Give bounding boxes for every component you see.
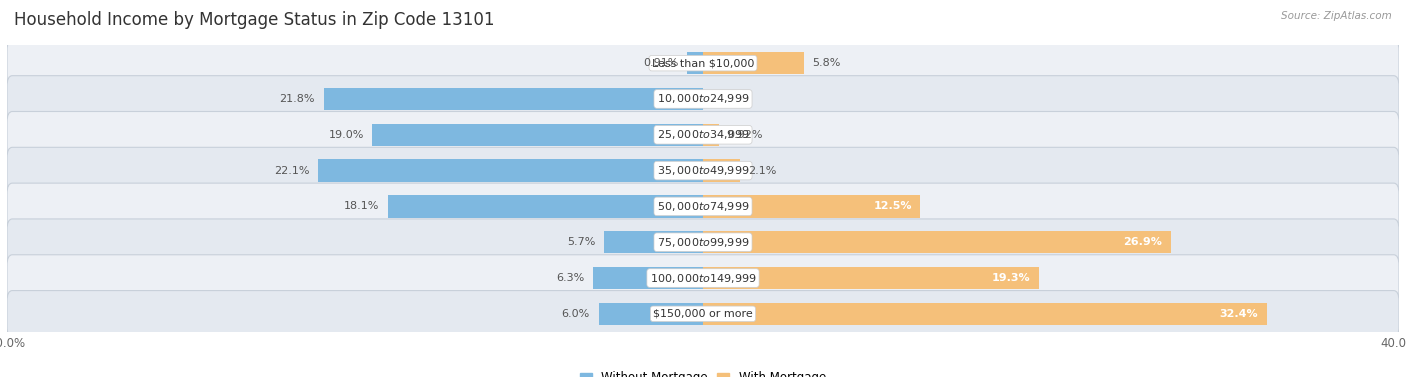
Text: 5.8%: 5.8%	[813, 58, 841, 68]
Text: 12.5%: 12.5%	[873, 201, 912, 211]
Text: $10,000 to $24,999: $10,000 to $24,999	[657, 92, 749, 106]
Text: $75,000 to $99,999: $75,000 to $99,999	[657, 236, 749, 249]
Bar	[373, 124, 703, 146]
FancyBboxPatch shape	[7, 291, 1399, 337]
Text: 0.91%: 0.91%	[643, 58, 679, 68]
Text: 26.9%: 26.9%	[1123, 237, 1163, 247]
Text: Less than $10,000: Less than $10,000	[652, 58, 754, 68]
Legend: Without Mortgage, With Mortgage: Without Mortgage, With Mortgage	[575, 366, 831, 377]
Text: $100,000 to $149,999: $100,000 to $149,999	[650, 271, 756, 285]
FancyBboxPatch shape	[7, 76, 1399, 122]
Text: 19.3%: 19.3%	[991, 273, 1031, 283]
Text: Household Income by Mortgage Status in Zip Code 13101: Household Income by Mortgage Status in Z…	[14, 11, 495, 29]
Text: 22.1%: 22.1%	[274, 166, 309, 176]
Text: 18.1%: 18.1%	[344, 201, 380, 211]
Bar	[703, 52, 804, 74]
Text: Source: ZipAtlas.com: Source: ZipAtlas.com	[1281, 11, 1392, 21]
Text: 21.8%: 21.8%	[280, 94, 315, 104]
Text: $25,000 to $34,999: $25,000 to $34,999	[657, 128, 749, 141]
Bar	[703, 303, 1267, 325]
Text: 19.0%: 19.0%	[329, 130, 364, 140]
Text: 0.92%: 0.92%	[728, 130, 763, 140]
FancyBboxPatch shape	[7, 183, 1399, 230]
Bar	[703, 267, 1039, 289]
Text: 2.1%: 2.1%	[748, 166, 776, 176]
Bar	[319, 159, 703, 182]
Text: 5.7%: 5.7%	[567, 237, 595, 247]
Bar	[603, 231, 703, 253]
FancyBboxPatch shape	[7, 219, 1399, 265]
FancyBboxPatch shape	[7, 112, 1399, 158]
Text: $35,000 to $49,999: $35,000 to $49,999	[657, 164, 749, 177]
Text: 32.4%: 32.4%	[1219, 309, 1258, 319]
Bar	[688, 52, 703, 74]
Text: 6.3%: 6.3%	[557, 273, 585, 283]
FancyBboxPatch shape	[7, 255, 1399, 301]
FancyBboxPatch shape	[7, 147, 1399, 194]
Bar	[388, 195, 703, 218]
Bar	[703, 124, 718, 146]
Text: 6.0%: 6.0%	[561, 309, 591, 319]
Bar	[599, 303, 703, 325]
FancyBboxPatch shape	[7, 40, 1399, 86]
Bar	[703, 195, 921, 218]
Bar	[323, 88, 703, 110]
Bar	[703, 159, 740, 182]
Text: $50,000 to $74,999: $50,000 to $74,999	[657, 200, 749, 213]
Text: $150,000 or more: $150,000 or more	[654, 309, 752, 319]
Bar	[593, 267, 703, 289]
Bar	[703, 231, 1171, 253]
